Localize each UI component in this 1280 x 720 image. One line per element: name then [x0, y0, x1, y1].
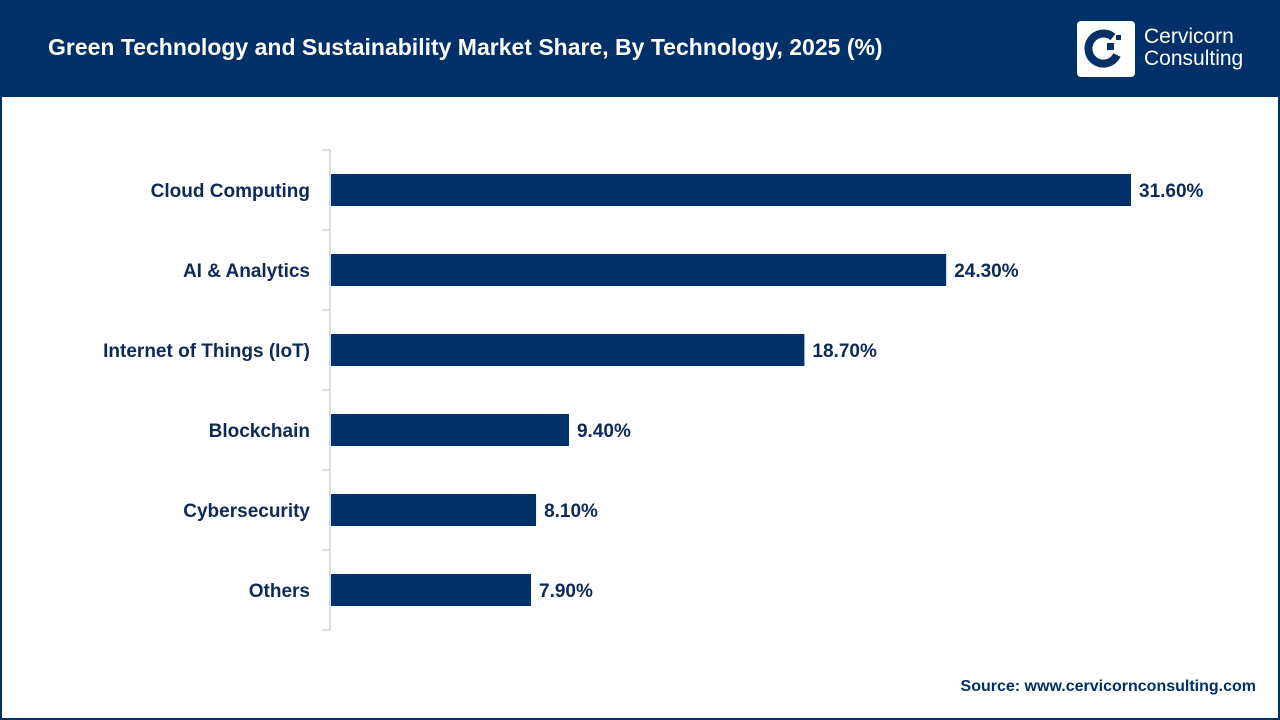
bar [331, 414, 569, 446]
category-label: Internet of Things (IoT) [103, 341, 310, 362]
logo-line2: Consulting [1144, 47, 1244, 70]
bar [331, 334, 805, 366]
category-label: Cybersecurity [183, 501, 310, 522]
data-label: 9.40% [577, 421, 631, 442]
bar [331, 574, 531, 606]
chart-title: Green Technology and Sustainability Mark… [48, 34, 883, 60]
data-label: 24.30% [954, 261, 1019, 282]
logo-text: Cervicorn Consulting [1144, 26, 1243, 70]
data-label: 7.90% [539, 581, 593, 602]
data-label: 18.70% [812, 341, 877, 362]
data-label: 8.10% [544, 501, 598, 522]
logo-line1: Cervicorn [1144, 25, 1234, 48]
source-text: Source: www.cervicornconsulting.com [960, 678, 1256, 695]
category-label: Blockchain [209, 421, 310, 442]
bar [331, 254, 947, 286]
cervicorn-logo-icon [1077, 21, 1135, 77]
header-banner: Green Technology and Sustainability Mark… [0, 0, 1280, 97]
category-label: AI & Analytics [183, 261, 310, 282]
category-label: Cloud Computing [151, 181, 310, 202]
data-label: 31.60% [1139, 181, 1204, 202]
bar [331, 494, 537, 526]
bar [331, 174, 1131, 206]
category-label: Others [249, 581, 310, 602]
